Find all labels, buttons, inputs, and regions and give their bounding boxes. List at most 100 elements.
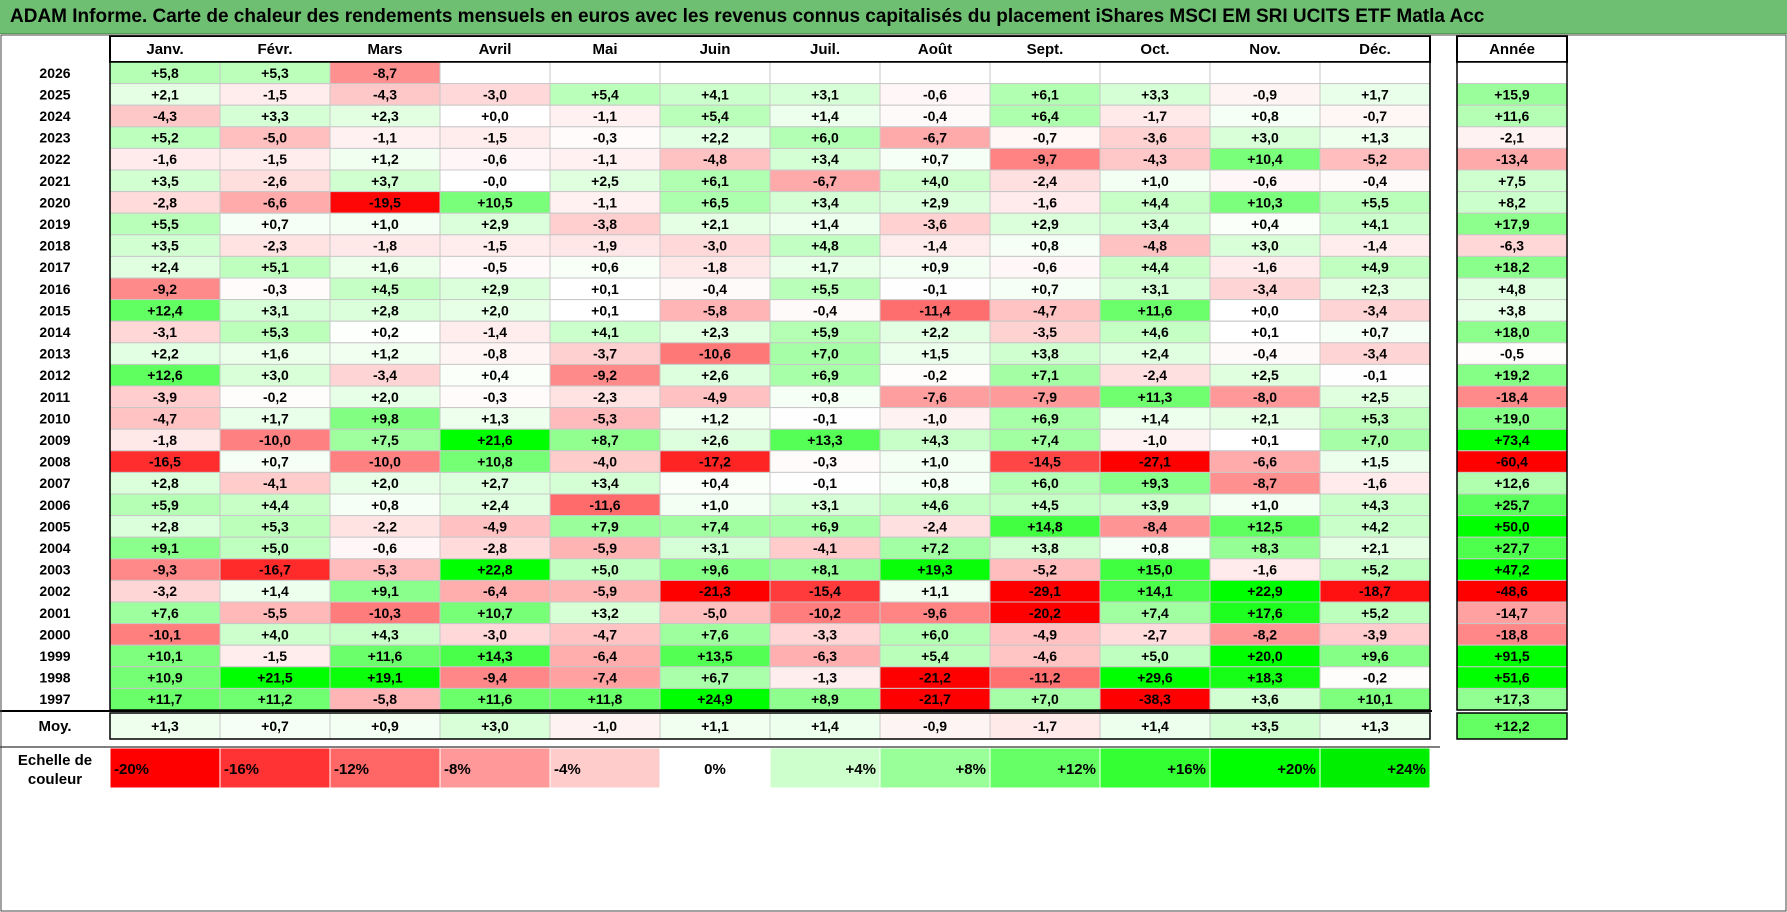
cell-value: +5,8: [151, 65, 179, 81]
cell-value: +3,8: [1031, 540, 1059, 556]
cell-value: -1,0: [923, 410, 947, 426]
cell-value: +1,7: [811, 259, 839, 275]
cell-value: +0,7: [1361, 324, 1389, 340]
cell-value: +2,4: [1141, 346, 1169, 362]
cell-value: -0,4: [923, 108, 947, 124]
cell-value: +1,4: [811, 108, 839, 124]
cell-value: -0,4: [703, 281, 727, 297]
cell-value: -5,9: [593, 540, 617, 556]
avg-value: +1,3: [1361, 718, 1389, 734]
cell-value: -3,0: [703, 238, 727, 254]
cell-value: +15,0: [1137, 562, 1173, 578]
annual-value: +18,0: [1494, 324, 1530, 340]
annual-value: -2,1: [1500, 130, 1524, 146]
cell-value: +0,4: [481, 367, 509, 383]
cell-value: +10,1: [1357, 691, 1393, 707]
annual-value: +91,5: [1494, 648, 1530, 664]
cell-value: +10,7: [477, 605, 513, 621]
scale-label-line1: Echelle de: [18, 752, 92, 769]
cell-value: -3,4: [373, 367, 397, 383]
cell-value: -16,5: [149, 454, 181, 470]
cell-value: +4,6: [1141, 324, 1169, 340]
year-label: 2025: [39, 86, 70, 102]
avg-value: +0,9: [371, 718, 399, 734]
cell-value: -21,7: [919, 691, 951, 707]
year-label: 2014: [39, 324, 70, 340]
cell-value: -3,7: [593, 346, 617, 362]
cell-value: -1,1: [593, 151, 617, 167]
avg-value: +1,3: [151, 718, 179, 734]
cell-value: +21,5: [257, 670, 293, 686]
heatmap-cell: [549, 61, 661, 85]
cell-value: +4,3: [1361, 497, 1389, 513]
cell-value: +5,2: [1361, 562, 1389, 578]
cell-value: -4,1: [813, 540, 837, 556]
cell-value: -8,7: [1253, 475, 1277, 491]
cell-value: -0,6: [373, 540, 397, 556]
year-label: 2005: [39, 518, 70, 534]
cell-value: +1,7: [1361, 86, 1389, 102]
cell-value: +3,0: [1251, 238, 1279, 254]
annual-value: +17,3: [1494, 691, 1530, 707]
cell-value: +4,1: [1361, 216, 1389, 232]
cell-value: -16,7: [259, 562, 291, 578]
month-header: Mai: [592, 41, 617, 58]
cell-value: -2,8: [483, 540, 507, 556]
cell-value: -0,3: [593, 130, 617, 146]
cell-value: +0,9: [921, 259, 949, 275]
cell-value: +10,5: [477, 194, 513, 210]
cell-value: -3,4: [1363, 302, 1387, 318]
cell-value: -6,6: [1253, 454, 1277, 470]
cell-value: +0,8: [371, 497, 399, 513]
cell-value: +7,6: [151, 605, 179, 621]
heatmap-cell: [439, 61, 551, 85]
cell-value: -1,4: [923, 238, 947, 254]
cell-value: -1,4: [483, 324, 507, 340]
cell-value: +0,7: [261, 454, 289, 470]
scale-tick-label: +8%: [956, 761, 986, 778]
cell-value: +10,4: [1247, 151, 1283, 167]
cell-value: +14,8: [1027, 518, 1063, 534]
cell-value: -6,3: [813, 648, 837, 664]
scale-swatch: [329, 747, 441, 789]
cell-value: +0,8: [921, 475, 949, 491]
cell-value: -0,3: [483, 389, 507, 405]
heatmap-cell: [989, 61, 1101, 85]
cell-value: -10,2: [809, 605, 841, 621]
cell-value: -38,3: [1139, 691, 1171, 707]
cell-value: -1,8: [373, 238, 397, 254]
cell-value: +4,3: [371, 626, 399, 642]
cell-value: +9,1: [151, 540, 179, 556]
cell-value: -1,6: [1253, 259, 1277, 275]
annual-cell: [1456, 61, 1568, 85]
year-label: 2018: [39, 238, 70, 254]
cell-value: -1,3: [813, 670, 837, 686]
cell-value: +11,6: [368, 648, 403, 664]
avg-annual-value: +12,2: [1494, 718, 1530, 734]
cell-value: +3,0: [1251, 130, 1279, 146]
cell-value: +29,6: [1137, 670, 1173, 686]
cell-value: +3,1: [811, 86, 839, 102]
cell-value: +0,1: [1251, 432, 1279, 448]
cell-value: +5,3: [261, 65, 289, 81]
cell-value: -6,7: [923, 130, 947, 146]
cell-value: +1,0: [1141, 173, 1169, 189]
cell-value: +7,9: [591, 518, 619, 534]
cell-value: +2,2: [151, 346, 179, 362]
cell-value: -0,1: [923, 281, 947, 297]
cell-value: -4,6: [1033, 648, 1057, 664]
cell-value: -2,6: [263, 173, 287, 189]
cell-value: +3,3: [261, 108, 289, 124]
cell-value: -1,1: [593, 108, 617, 124]
year-label: 1997: [39, 691, 70, 707]
year-label: 2000: [39, 626, 70, 642]
cell-value: +7,5: [371, 432, 399, 448]
scale-swatch: [659, 747, 771, 789]
year-label: 2022: [39, 151, 70, 167]
cell-value: +5,0: [261, 540, 289, 556]
cell-value: -9,7: [1033, 151, 1057, 167]
month-header: Août: [918, 41, 952, 58]
cell-value: -3,9: [153, 389, 177, 405]
cell-value: -0,6: [1033, 259, 1057, 275]
cell-value: +12,5: [1247, 518, 1283, 534]
